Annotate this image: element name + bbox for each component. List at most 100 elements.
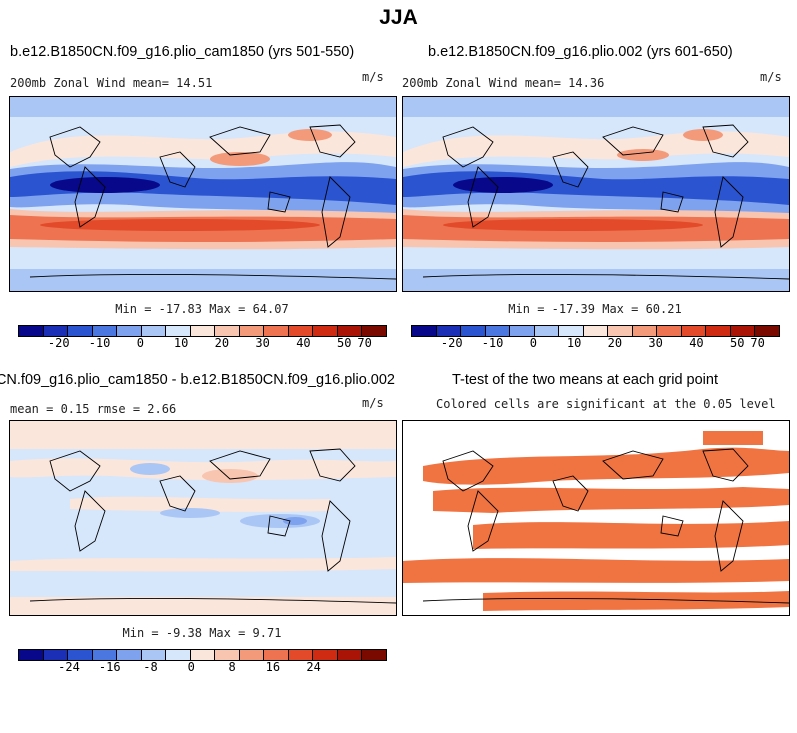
colorbar-tick-label: 70 [357, 336, 372, 350]
panel-2-map-plot [403, 97, 789, 291]
panel-2-title: b.e12.B1850CN.f09_g16.plio.002 (yrs 601-… [428, 44, 733, 60]
colorbar-swatch [362, 326, 386, 336]
colorbar-tick-label: -10 [88, 336, 111, 350]
panel-4-map-plot [403, 421, 789, 615]
colorbar-tick-label: 10 [566, 336, 582, 350]
colorbar-swatch [92, 326, 118, 336]
colorbar-swatch [337, 650, 363, 660]
panel-3-map [9, 420, 397, 616]
colorbar-swatch [239, 326, 265, 336]
panel-2-colorbar [411, 325, 780, 337]
colorbar-tick-label: 16 [265, 660, 281, 674]
colorbar-swatch [362, 650, 386, 660]
colorbar-swatch [559, 326, 584, 336]
panel-1-colorbar [18, 325, 387, 337]
colorbar-swatch [68, 650, 93, 660]
colorbar-tick-label: 24 [306, 660, 321, 674]
panel-4-significance-note: Colored cells are significant at the 0.0… [436, 397, 776, 411]
colorbar-tick-label: 30 [255, 336, 270, 350]
colorbar-swatch [608, 326, 633, 336]
panel-2-minmax: Min = -17.39 Max = 60.21 [508, 302, 682, 316]
colorbar-swatch [19, 650, 44, 660]
colorbar-swatch [730, 326, 756, 336]
colorbar-tick-label: 20 [607, 336, 623, 350]
colorbar-tick-label: -16 [98, 660, 121, 674]
colorbar-tick-label: 30 [648, 336, 663, 350]
panel-1-title: b.e12.B1850CN.f09_g16.plio_cam1850 (yrs … [10, 44, 355, 60]
colorbar-swatch [485, 326, 511, 336]
panel-3-map-plot [10, 421, 396, 615]
colorbar-swatch [141, 326, 167, 336]
colorbar-swatch [166, 326, 191, 336]
panel-3-title: 850CN.f09_g16.plio_cam1850 - b.e12.B1850… [0, 372, 395, 388]
colorbar-swatch [92, 650, 118, 660]
panel-2-units: m/s [760, 70, 782, 84]
panel-3-units: m/s [362, 396, 384, 410]
panel-1-map [9, 96, 397, 292]
colorbar-tick-label: 10 [173, 336, 189, 350]
colorbar-swatch [755, 326, 779, 336]
colorbar-tick-label: 40 [689, 336, 704, 350]
colorbar-swatch [412, 326, 437, 336]
colorbar-swatch [43, 326, 69, 336]
colorbar-swatch [288, 650, 314, 660]
panel-4-title: T-test of the two means at each grid poi… [452, 372, 718, 388]
colorbar-tick-label: 70 [750, 336, 765, 350]
panel-1-units: m/s [362, 70, 384, 84]
colorbar-tick-label: -8 [143, 660, 158, 674]
colorbar-swatch [43, 650, 69, 660]
colorbar-tick-label: 0 [529, 336, 537, 350]
panel-3-minmax: Min = -9.38 Max = 9.71 [122, 626, 282, 640]
colorbar-swatch [264, 650, 289, 660]
colorbar-swatch [632, 326, 658, 336]
panel-2-colorbar-ticks: -20 -10 0 10 20 30 40 50 70 [411, 336, 778, 350]
panel-3-title-text: 850CN.f09_g16.plio_cam1850 - b.e12.B1850… [0, 372, 395, 388]
colorbar-swatch [190, 650, 216, 660]
colorbar-swatch [313, 326, 338, 336]
colorbar-swatch [583, 326, 609, 336]
panel-2-map [402, 96, 790, 292]
colorbar-tick-label: 0 [136, 336, 144, 350]
colorbar-swatch [288, 326, 314, 336]
panel-1-map-plot [10, 97, 396, 291]
colorbar-swatch [190, 326, 216, 336]
colorbar-swatch [436, 326, 462, 336]
colorbar-swatch [239, 650, 265, 660]
colorbar-swatch [215, 650, 240, 660]
colorbar-swatch [117, 326, 142, 336]
colorbar-tick-label: 8 [228, 660, 236, 674]
panel-3-colorbar-ticks: -24 -16 -8 0 8 16 24 [18, 660, 385, 674]
colorbar-swatch [534, 326, 560, 336]
colorbar-swatch [141, 650, 167, 660]
panel-3-stats-label: mean = 0.15 rmse = 2.66 [10, 402, 177, 416]
colorbar-tick-label: 20 [214, 336, 230, 350]
colorbar-swatch [337, 326, 363, 336]
colorbar-swatch [510, 326, 535, 336]
colorbar-swatch [215, 326, 240, 336]
colorbar-tick-label: -20 [47, 336, 70, 350]
colorbar-tick-label: -10 [481, 336, 504, 350]
colorbar-tick-label: 50 [729, 336, 745, 350]
colorbar-swatch [68, 326, 93, 336]
colorbar-swatch [264, 326, 289, 336]
colorbar-swatch [117, 650, 142, 660]
colorbar-swatch [706, 326, 731, 336]
colorbar-tick-label: -20 [440, 336, 463, 350]
panel-1-field-label: 200mb Zonal Wind mean= 14.51 [10, 76, 213, 90]
colorbar-swatch [19, 326, 44, 336]
colorbar-swatch [166, 650, 191, 660]
colorbar-swatch [657, 326, 682, 336]
colorbar-swatch [461, 326, 486, 336]
panel-1-minmax: Min = -17.83 Max = 64.07 [115, 302, 289, 316]
colorbar-swatch [313, 650, 338, 660]
panel-2-field-label: 200mb Zonal Wind mean= 14.36 [402, 76, 605, 90]
colorbar-tick-label: 50 [336, 336, 352, 350]
panel-4-map [402, 420, 790, 616]
colorbar-tick-label: 40 [296, 336, 311, 350]
panel-1-colorbar-ticks: -20 -10 0 10 20 30 40 50 70 [18, 336, 385, 350]
panel-3-colorbar [18, 649, 387, 661]
colorbar-swatch [681, 326, 707, 336]
page-title: JJA [379, 6, 418, 29]
colorbar-tick-label: 0 [187, 660, 195, 674]
colorbar-tick-label: -24 [58, 660, 80, 674]
